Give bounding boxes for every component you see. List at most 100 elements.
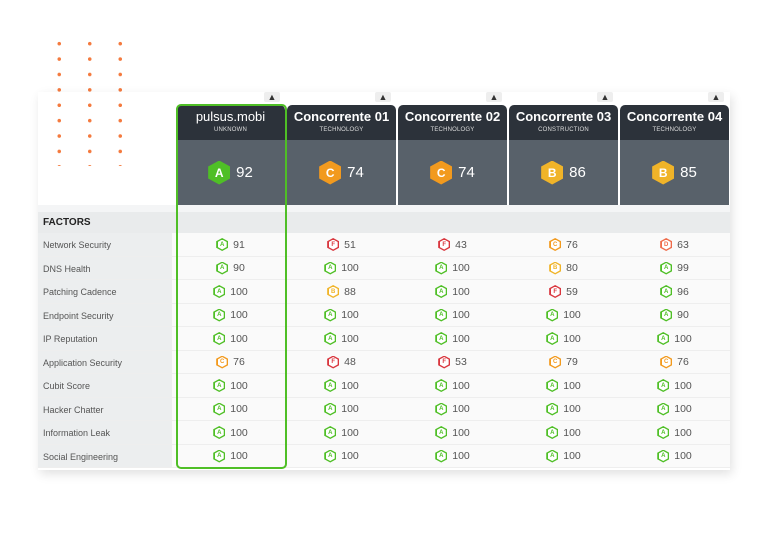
grade-letter: F bbox=[328, 357, 338, 367]
factor-score-value: 43 bbox=[455, 238, 467, 251]
factor-score-value: 100 bbox=[452, 450, 470, 462]
factor-score-value: 100 bbox=[674, 332, 692, 345]
company-column: Concorrente 01 TECHNOLOGY C 74 bbox=[287, 105, 396, 205]
factor-score-cell: A 100 bbox=[287, 327, 396, 350]
collapse-icon[interactable]: ▲ bbox=[375, 92, 391, 102]
factor-score-value: 100 bbox=[563, 450, 581, 462]
grade-hexagon-icon: A bbox=[435, 308, 448, 322]
company-name: Concorrente 04 bbox=[626, 109, 723, 124]
grade-hexagon-icon: F bbox=[327, 355, 340, 369]
factor-score-cell: A 100 bbox=[176, 421, 285, 444]
grade-hexagon-icon: A bbox=[546, 379, 559, 392]
overall-score: A 92 bbox=[176, 140, 285, 205]
grade-hexagon-icon: A bbox=[546, 332, 559, 345]
factor-score-cell: C 76 bbox=[176, 351, 285, 374]
grade-hexagon-icon: A bbox=[435, 332, 448, 345]
factor-score-cell: A 100 bbox=[176, 445, 285, 468]
grade-hexagon-icon: B bbox=[652, 160, 675, 185]
factor-score-cell: A 100 bbox=[398, 445, 507, 468]
factor-score-cell: A 100 bbox=[287, 304, 396, 327]
factor-score-value: 59 bbox=[566, 285, 578, 298]
factor-score-value: 88 bbox=[344, 285, 356, 298]
factor-score-value: 100 bbox=[452, 379, 470, 392]
factor-label: IP Reputation bbox=[38, 327, 172, 350]
factor-score-value: 96 bbox=[677, 285, 689, 298]
factor-score-cell: A 100 bbox=[509, 445, 618, 468]
factor-label: Patching Cadence bbox=[38, 280, 172, 303]
factor-score-value: 100 bbox=[452, 426, 470, 439]
factor-score-value: 100 bbox=[341, 332, 359, 345]
grade-letter: A bbox=[214, 380, 224, 391]
factor-score-value: 100 bbox=[452, 309, 470, 321]
company-header[interactable]: Concorrente 04 TECHNOLOGY bbox=[620, 105, 729, 140]
factor-score-value: 90 bbox=[677, 309, 689, 321]
grade-hexagon-icon: A bbox=[435, 402, 448, 416]
company-header[interactable]: Concorrente 03 CONSTRUCTION bbox=[509, 105, 618, 140]
spacer-band bbox=[38, 205, 730, 212]
grade-letter: B bbox=[328, 286, 338, 297]
collapse-icon[interactable]: ▲ bbox=[708, 92, 724, 102]
table-row: Information Leak A 100 A 100 A 100 A 100 A 100 bbox=[38, 421, 730, 445]
factor-score-value: 100 bbox=[674, 403, 692, 415]
grade-letter: A bbox=[325, 380, 335, 391]
factor-score-cell: A 100 bbox=[509, 304, 618, 327]
factor-score-value: 100 bbox=[674, 450, 692, 462]
collapse-icon[interactable]: ▲ bbox=[264, 92, 280, 102]
factor-label: Application Security bbox=[38, 350, 172, 373]
grade-hexagon-icon: A bbox=[657, 426, 670, 439]
company-header[interactable]: Concorrente 01 TECHNOLOGY bbox=[287, 105, 396, 140]
table-row: Application Security C 76 F 48 F 53 C 79 C 76 bbox=[38, 350, 730, 374]
factor-label: Social Engineering bbox=[38, 444, 172, 467]
factor-score-cell: A 100 bbox=[176, 280, 285, 303]
factor-label: DNS Health bbox=[38, 256, 172, 279]
grade-letter: A bbox=[214, 333, 224, 344]
factor-score-value: 100 bbox=[341, 450, 359, 462]
grade-letter: A bbox=[325, 310, 335, 320]
grade-letter: A bbox=[661, 286, 671, 297]
grade-hexagon-icon: A bbox=[213, 402, 226, 416]
factor-score-cell: F 53 bbox=[398, 351, 507, 374]
factor-score-value: 100 bbox=[341, 262, 359, 274]
factor-score-cell: A 90 bbox=[620, 304, 729, 327]
company-header[interactable]: pulsus.mobi UNKNOWN bbox=[176, 105, 285, 140]
grade-hexagon-icon: C bbox=[660, 355, 673, 369]
company-header[interactable]: Concorrente 02 TECHNOLOGY bbox=[398, 105, 507, 140]
factor-score-value: 100 bbox=[230, 403, 248, 415]
grade-letter: A bbox=[436, 333, 446, 344]
factor-score-value: 100 bbox=[230, 309, 248, 321]
company-industry: CONSTRUCTION bbox=[538, 127, 589, 133]
grade-letter: A bbox=[436, 427, 446, 438]
factor-score-value: 100 bbox=[563, 332, 581, 345]
grade-hexagon-icon: A bbox=[546, 426, 559, 439]
factor-score-cell: A 100 bbox=[287, 445, 396, 468]
factor-score-value: 100 bbox=[563, 309, 581, 321]
grade-hexagon-icon: C bbox=[430, 160, 453, 185]
grade-hexagon-icon: A bbox=[324, 402, 337, 416]
factor-score-cell: A 100 bbox=[620, 421, 729, 444]
grade-hexagon-icon: C bbox=[549, 238, 562, 251]
collapse-icon[interactable]: ▲ bbox=[597, 92, 613, 102]
grade-hexagon-icon: B bbox=[327, 285, 340, 298]
company-column: Concorrente 02 TECHNOLOGY C 74 bbox=[398, 105, 507, 205]
grade-letter: A bbox=[214, 286, 224, 297]
grade-letter: C bbox=[661, 357, 671, 367]
factor-score-value: 100 bbox=[563, 426, 581, 439]
grade-letter: A bbox=[658, 451, 668, 461]
factor-score-cell: A 100 bbox=[620, 445, 729, 468]
factor-score-cell: C 76 bbox=[620, 351, 729, 374]
overall-score: C 74 bbox=[287, 140, 396, 205]
grade-hexagon-icon: A bbox=[213, 308, 226, 322]
factor-label: Hacker Chatter bbox=[38, 397, 172, 420]
grade-letter: A bbox=[661, 310, 671, 320]
factor-score-value: 80 bbox=[566, 262, 578, 274]
grade-letter: C bbox=[550, 357, 560, 367]
grade-hexagon-icon: A bbox=[546, 449, 559, 463]
factor-score-cell: A 100 bbox=[287, 421, 396, 444]
grade-hexagon-icon: A bbox=[435, 426, 448, 439]
grade-hexagon-icon: A bbox=[213, 449, 226, 463]
factor-score-cell: A 90 bbox=[176, 257, 285, 280]
collapse-icon[interactable]: ▲ bbox=[486, 92, 502, 102]
grade-letter: A bbox=[325, 333, 335, 344]
factor-score-cell: A 100 bbox=[509, 398, 618, 421]
score-value: 92 bbox=[236, 164, 253, 181]
